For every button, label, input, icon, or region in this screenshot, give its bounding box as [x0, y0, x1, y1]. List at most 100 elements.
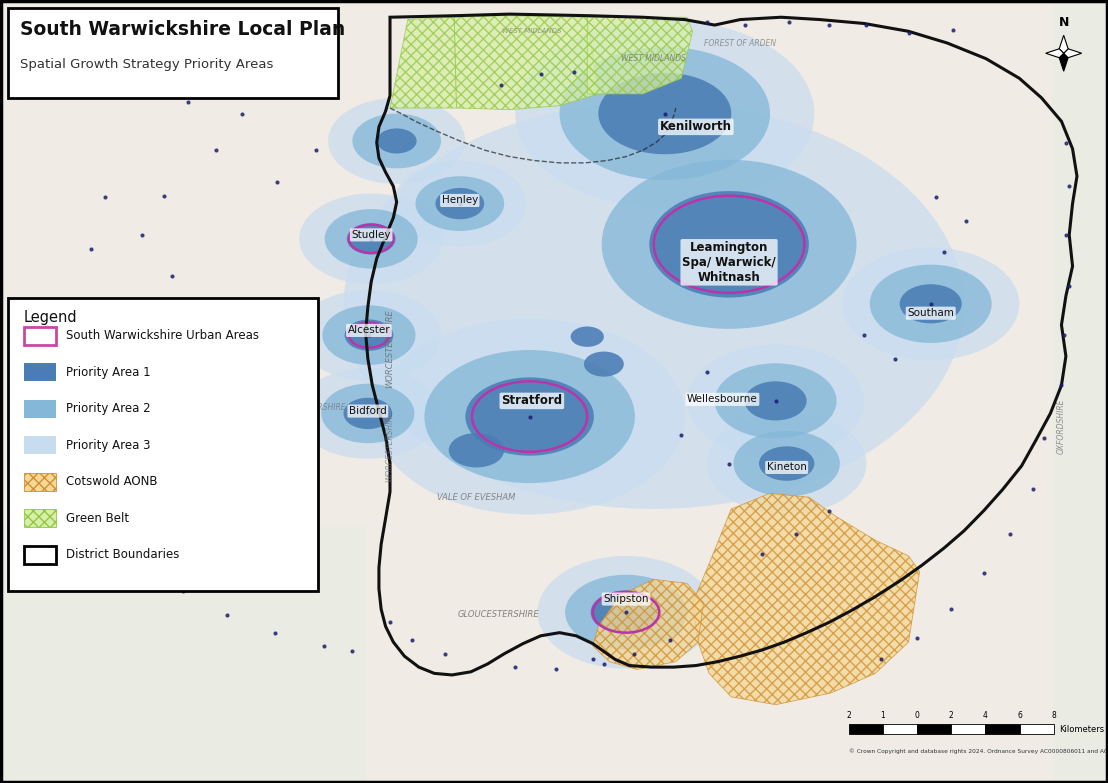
Ellipse shape [707, 413, 866, 514]
Text: 6: 6 [1017, 712, 1022, 720]
Text: FOREST OF ARDEN: FOREST OF ARDEN [704, 38, 777, 48]
Ellipse shape [565, 575, 687, 650]
Text: District Boundaries: District Boundaries [66, 548, 179, 561]
Ellipse shape [687, 345, 864, 457]
Ellipse shape [842, 247, 1019, 360]
Text: Bidford: Bidford [349, 406, 387, 416]
Ellipse shape [900, 284, 962, 323]
Ellipse shape [449, 433, 504, 467]
Text: Cotswold AONB: Cotswold AONB [66, 475, 157, 488]
Ellipse shape [465, 377, 594, 456]
Ellipse shape [759, 446, 814, 481]
Ellipse shape [571, 327, 604, 347]
Text: WORCESTERSHIRE: WORCESTERSHIRE [386, 410, 394, 482]
Ellipse shape [733, 431, 840, 496]
Text: © Crown Copyright and database rights 2024. Ordnance Survey AC0000806011 and AC0: © Crown Copyright and database rights 20… [849, 749, 1108, 754]
Text: WORCESTERSHIRE: WORCESTERSHIRE [386, 309, 394, 388]
Text: GLOUCESTERSHIRE: GLOUCESTERSHIRE [458, 610, 540, 619]
Text: Kineton: Kineton [767, 463, 807, 472]
Ellipse shape [297, 290, 441, 381]
Text: 2: 2 [847, 712, 851, 720]
Ellipse shape [299, 193, 443, 284]
Ellipse shape [325, 209, 418, 269]
Text: Kilometers: Kilometers [1059, 725, 1104, 734]
Ellipse shape [416, 176, 504, 231]
Bar [883, 724, 917, 734]
Ellipse shape [602, 160, 856, 329]
Text: 2: 2 [948, 712, 954, 720]
Text: Leamington
Spa/ Warwick/
Whitnash: Leamington Spa/ Warwick/ Whitnash [683, 241, 776, 283]
Ellipse shape [345, 319, 393, 351]
Bar [24, 436, 57, 454]
Ellipse shape [537, 556, 715, 669]
Ellipse shape [598, 73, 731, 154]
Ellipse shape [393, 161, 526, 247]
Polygon shape [593, 579, 704, 669]
Text: Studley: Studley [351, 230, 391, 240]
Text: South Warwickshire Local Plan: South Warwickshire Local Plan [20, 20, 346, 39]
Bar [24, 473, 57, 491]
Bar [8, 298, 318, 591]
Text: 4: 4 [983, 712, 988, 720]
Polygon shape [1046, 49, 1064, 58]
Text: Kenilworth: Kenilworth [660, 121, 731, 133]
Polygon shape [1064, 49, 1081, 58]
Ellipse shape [328, 98, 465, 184]
Text: Priority Area 3: Priority Area 3 [66, 438, 151, 452]
Bar [24, 509, 57, 527]
Ellipse shape [296, 368, 440, 459]
Ellipse shape [584, 352, 624, 377]
Text: WORCESTERSHIRE: WORCESTERSHIRE [275, 402, 346, 412]
Bar [24, 327, 57, 345]
Polygon shape [1059, 35, 1068, 53]
Text: WEST MIDLANDS: WEST MIDLANDS [622, 54, 686, 63]
Bar [1019, 724, 1054, 734]
Ellipse shape [343, 398, 392, 429]
Text: 8: 8 [1051, 712, 1056, 720]
Ellipse shape [591, 590, 661, 634]
Text: 1: 1 [881, 712, 885, 720]
Bar [985, 724, 1019, 734]
Text: Shipston: Shipston [603, 594, 649, 604]
Text: Stratford: Stratford [501, 395, 563, 407]
Bar [24, 546, 57, 564]
Ellipse shape [377, 128, 417, 153]
Ellipse shape [343, 102, 964, 509]
Text: Legend: Legend [24, 309, 78, 324]
Ellipse shape [352, 114, 441, 168]
Polygon shape [390, 17, 456, 108]
Ellipse shape [649, 191, 809, 298]
Polygon shape [1059, 53, 1068, 71]
Text: Southam: Southam [907, 309, 954, 318]
Ellipse shape [435, 188, 484, 219]
Ellipse shape [560, 47, 770, 180]
Text: OXFORDSHIRE: OXFORDSHIRE [1057, 399, 1066, 454]
Bar [1053, 0, 1108, 783]
Bar [8, 8, 338, 98]
Text: Wellesbourne: Wellesbourne [687, 395, 758, 404]
Ellipse shape [347, 223, 396, 254]
Text: 0: 0 [914, 712, 920, 720]
Text: Green Belt: Green Belt [66, 511, 130, 525]
Bar [0, 525, 366, 783]
Polygon shape [454, 16, 598, 110]
Ellipse shape [375, 319, 685, 514]
Text: Henley: Henley [442, 196, 478, 205]
Text: Alcester: Alcester [348, 326, 390, 335]
Ellipse shape [745, 381, 807, 420]
Text: N: N [1058, 16, 1069, 29]
Ellipse shape [322, 305, 416, 365]
Ellipse shape [715, 363, 837, 438]
Ellipse shape [515, 20, 814, 207]
Ellipse shape [870, 265, 992, 343]
Ellipse shape [321, 384, 414, 443]
Bar [917, 724, 951, 734]
Text: Priority Area 1: Priority Area 1 [66, 366, 151, 378]
Polygon shape [587, 17, 692, 94]
Ellipse shape [424, 350, 635, 483]
Bar [849, 724, 883, 734]
Text: Spatial Growth Strategy Priority Areas: Spatial Growth Strategy Priority Areas [20, 58, 274, 71]
Bar [24, 363, 57, 381]
Bar [951, 724, 985, 734]
Polygon shape [692, 493, 920, 705]
